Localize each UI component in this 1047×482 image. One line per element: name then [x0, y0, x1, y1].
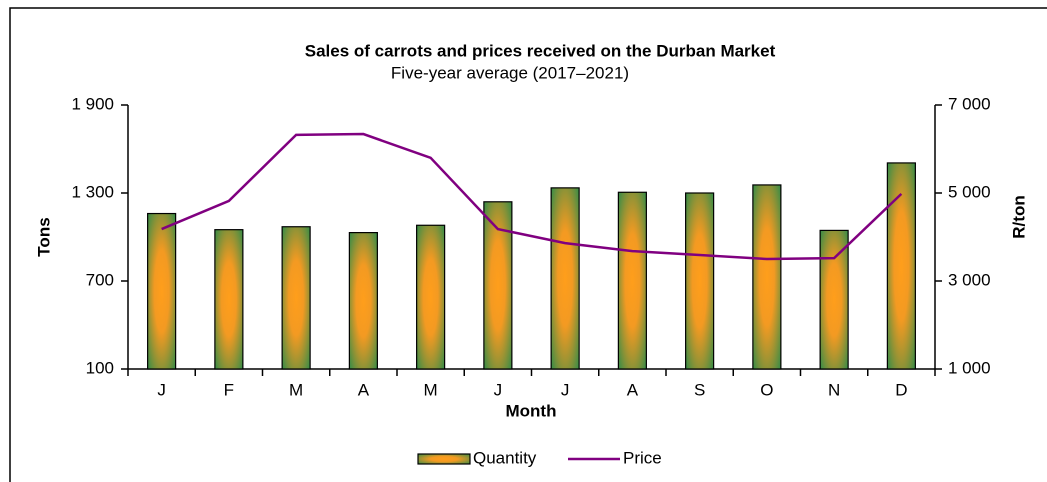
x-tick-label: J: [494, 380, 503, 399]
y2-tick-label: 5 000: [948, 182, 991, 201]
bar: [483, 201, 513, 370]
x-tick-label: F: [224, 380, 234, 399]
legend-swatch: [417, 453, 471, 465]
bar: [214, 229, 244, 370]
bar: [819, 229, 849, 370]
x-tick-label: J: [157, 380, 166, 399]
x-tick-label: A: [627, 380, 639, 399]
chart-subtitle: Five-year average (2017–2021): [391, 63, 629, 82]
x-tick-label: S: [694, 380, 705, 399]
x-tick-label: M: [289, 380, 303, 399]
y2-tick-label: 3 000: [948, 270, 991, 289]
bar: [147, 212, 177, 370]
bar: [685, 192, 715, 370]
bar: [550, 187, 580, 370]
bar: [617, 191, 647, 370]
legend-label: Quantity: [473, 448, 537, 467]
bar: [886, 162, 916, 370]
y2-tick-label: 1 000: [948, 358, 991, 377]
x-tick-label: O: [760, 380, 773, 399]
frame: [9, 7, 1047, 482]
y2-tick-label: 7 000: [948, 94, 991, 113]
x-tick-label: D: [895, 380, 907, 399]
y-tick-label: 100: [86, 358, 114, 377]
bar: [752, 184, 782, 370]
y-axis-title: Tons: [34, 217, 53, 256]
bar: [348, 232, 378, 370]
y2-axis-title: R/ton: [1009, 195, 1028, 238]
legend-label: Price: [623, 448, 662, 467]
chart-title: Sales of carrots and prices received on …: [305, 41, 776, 60]
x-tick-label: M: [424, 380, 438, 399]
x-axis-title: Month: [506, 401, 557, 420]
y-tick-label: 1 900: [71, 94, 114, 113]
x-tick-label: A: [358, 380, 370, 399]
price-line: [161, 132, 903, 261]
bar: [281, 226, 311, 370]
y-tick-label: 700: [86, 270, 114, 289]
x-tick-label: J: [561, 380, 570, 399]
y-tick-label: 1 300: [71, 182, 114, 201]
x-tick-label: N: [828, 380, 840, 399]
bar: [416, 224, 446, 370]
